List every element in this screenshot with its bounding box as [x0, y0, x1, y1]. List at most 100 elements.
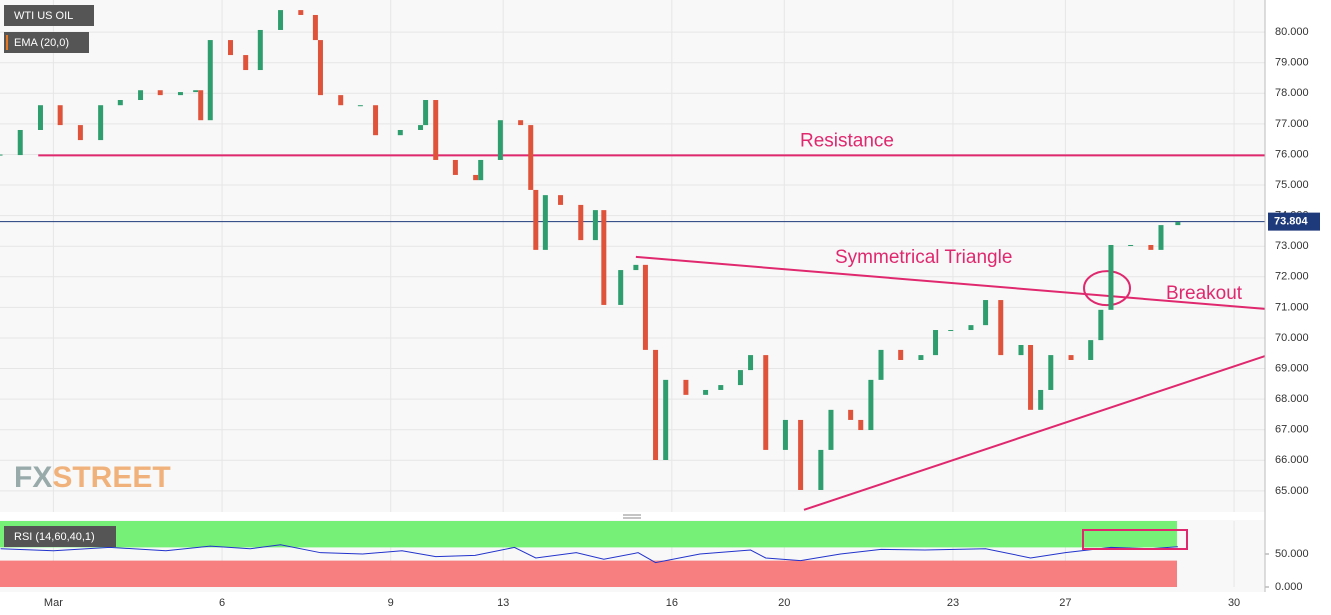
candle [878, 349, 884, 380]
candle [592, 210, 598, 241]
candle [948, 330, 954, 332]
watermark: FXSTREET [14, 461, 171, 494]
candle [683, 379, 689, 395]
candle [1108, 244, 1114, 310]
y-tick-label: 75.000 [1275, 179, 1309, 191]
candle [1098, 309, 1104, 341]
candle [528, 125, 534, 190]
x-tick-label: 23 [947, 597, 959, 609]
candle [228, 40, 234, 56]
candle [868, 379, 874, 431]
rsi-tag [4, 526, 116, 547]
y-tick-label: 73.000 [1275, 240, 1309, 252]
candle [818, 449, 824, 490]
candle [968, 325, 974, 331]
candle [77, 125, 83, 141]
last-price-tag [1268, 212, 1320, 231]
candle [533, 189, 539, 250]
x-tick-label: Mar [44, 597, 63, 609]
y-tick-label: 65.000 [1275, 485, 1309, 497]
candle [497, 120, 503, 160]
candle [478, 159, 484, 181]
candle [828, 409, 834, 450]
rsi-highlight [1082, 529, 1188, 550]
candle [618, 270, 624, 305]
candle [1068, 355, 1074, 360]
candle [193, 90, 199, 93]
breakout-circle [1083, 270, 1132, 307]
candle [1088, 340, 1094, 360]
rsi-tick-label: 50.000 [1275, 548, 1309, 560]
candle [782, 419, 788, 450]
candle [397, 129, 403, 136]
triangle-label: Symmetrical Triangle [835, 247, 1012, 268]
candle [933, 330, 939, 356]
candle [1028, 345, 1034, 410]
candle [653, 349, 659, 461]
candle [433, 100, 439, 160]
candle [858, 419, 864, 431]
y-tick-label: 80.000 [1275, 26, 1309, 38]
candle [703, 389, 709, 395]
candle [452, 159, 458, 175]
candle [518, 120, 524, 126]
rsi-line [0, 544, 1178, 564]
y-tick-label: 76.000 [1275, 148, 1309, 160]
candle [37, 105, 43, 130]
x-tick-label: 16 [666, 597, 678, 609]
candle [418, 125, 424, 130]
candle [117, 100, 123, 106]
watermark-street: STREET [52, 461, 170, 494]
candle [983, 300, 989, 326]
candle [473, 174, 479, 181]
candle [373, 105, 379, 136]
plot-bg [0, 0, 1265, 512]
rsi-lower-zone [0, 560, 1177, 587]
x-tick-label: 30 [1228, 597, 1240, 609]
last-price-label: 73.804 [1274, 216, 1309, 228]
candle [17, 129, 23, 156]
rsi-upper-zone [0, 521, 1177, 548]
candle [663, 379, 669, 461]
candle [798, 419, 804, 490]
y-tick-label: 67.000 [1275, 424, 1309, 436]
candle [423, 100, 429, 126]
candle [317, 40, 323, 96]
y-tick-label: 66.000 [1275, 454, 1309, 466]
candle [718, 385, 724, 390]
candle [312, 14, 318, 41]
x-tick-label: 9 [388, 597, 394, 609]
candle [1158, 225, 1164, 250]
indicator-label: EMA (20,0) [14, 37, 69, 49]
candle [642, 264, 648, 350]
candle [1048, 355, 1054, 390]
y-tick-label: 78.000 [1275, 87, 1309, 99]
indicator-swatch [6, 35, 8, 50]
y-tick-label: 77.000 [1275, 118, 1309, 130]
y-tick-label: 69.000 [1275, 362, 1309, 374]
rsi-tick-label: 0.000 [1275, 581, 1303, 593]
candle [1148, 244, 1154, 250]
candle [1175, 222, 1181, 226]
candle [601, 210, 607, 305]
y-tick-label: 79.000 [1275, 57, 1309, 69]
candle [998, 300, 1004, 356]
watermark-fx: FX [14, 461, 52, 494]
candle [898, 349, 904, 360]
candle [763, 355, 769, 450]
y-tick-label: 71.000 [1275, 301, 1309, 313]
candle [542, 195, 548, 250]
x-tick-label: 13 [497, 597, 509, 609]
indicator-tag [4, 32, 89, 53]
candle [243, 55, 249, 71]
candle [737, 370, 743, 386]
candle [198, 90, 204, 121]
y-tick-label: 68.000 [1275, 393, 1309, 405]
breakout-label: Breakout [1166, 283, 1243, 304]
candle [257, 29, 263, 71]
candle [207, 40, 213, 121]
candle [748, 355, 754, 371]
symbol-label: WTI US OIL [14, 10, 73, 22]
symbol-tag [4, 5, 94, 26]
candle [1128, 244, 1134, 246]
